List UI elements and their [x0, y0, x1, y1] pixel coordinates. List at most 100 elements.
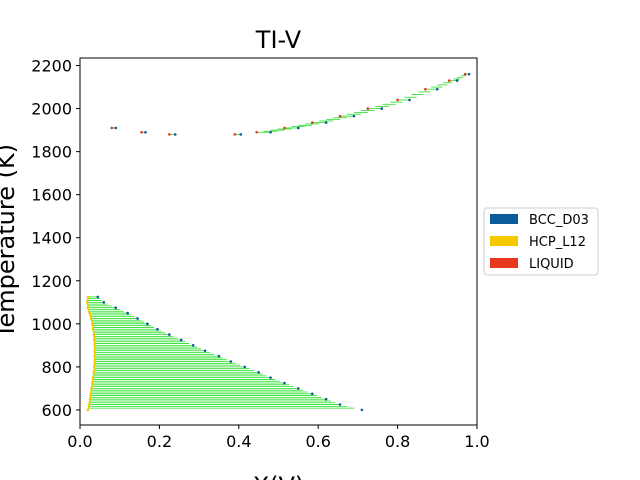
bcc-d03-point	[168, 333, 171, 336]
bcc-d03-point	[144, 130, 147, 134]
liquid-point	[447, 79, 451, 82]
bcc-d03-point	[257, 370, 260, 374]
hcp-l12-point	[93, 344, 96, 347]
tieline-layer	[87, 73, 470, 409]
x-tick-label: 1.0	[464, 432, 489, 451]
bcc-d03-point	[179, 338, 183, 342]
bcc-d03-point	[217, 354, 221, 358]
liquid-point	[110, 126, 114, 130]
hcp-l12-point	[93, 349, 96, 353]
bcc-d03-point	[269, 376, 272, 379]
x-tick-label: 0.0	[67, 432, 92, 451]
liquid-point	[338, 114, 342, 118]
bcc-d03-point	[297, 126, 300, 130]
bcc-d03-point	[408, 98, 411, 102]
bcc-d03-point	[203, 349, 207, 353]
y-axis-ticks: 600 800 1000 1200 1400 1600 1800 2000 2200	[31, 57, 80, 420]
bcc-d03-point	[156, 327, 159, 331]
bcc-d03-point	[352, 114, 356, 118]
bcc-d03-point	[380, 107, 384, 110]
liquid-point	[233, 133, 237, 136]
bcc-d03-point	[467, 72, 471, 76]
hcp-l12-point	[91, 322, 94, 326]
hcp-l12-point	[90, 387, 93, 390]
hcp-l12-point	[85, 301, 89, 304]
liquid-point	[424, 87, 427, 91]
bcc-d03-point	[324, 397, 328, 401]
liquid-point	[283, 126, 286, 130]
hcp-l12-point	[86, 306, 90, 309]
bcc-d03-point	[310, 392, 314, 396]
hcp-l12-point	[88, 311, 91, 315]
liquid-point	[463, 72, 467, 76]
liquid-point	[255, 130, 258, 134]
y-tick-label: 1800	[31, 143, 72, 162]
hcp-l12-point	[86, 408, 90, 412]
hcp-l12-boundary-line	[86, 296, 96, 411]
x-axis-label: X(V)	[253, 472, 305, 480]
bcc-d03-point	[324, 121, 328, 124]
x-axis-ticks: 0.0 0.2 0.4 0.6 0.8 1.0	[67, 425, 490, 451]
hcp-l12-point	[92, 370, 96, 374]
bcc-d03-point	[96, 295, 100, 299]
bcc-d03-point	[360, 408, 364, 412]
bcc-d03-point	[114, 306, 118, 309]
bcc-d03-point	[136, 317, 139, 320]
x-tick-label: 0.2	[147, 432, 172, 451]
legend-label-bcc-d03: BCC_D03	[529, 213, 589, 228]
legend-swatch-hcp-l12	[490, 236, 518, 246]
y-axis-label: Temperature (K)	[0, 144, 20, 339]
legend-label-hcp-l12: HCP_L12	[529, 235, 586, 250]
legend: BCC_D03 HCP_L12 LIQUID	[483, 207, 599, 276]
bcc-d03-point	[114, 126, 118, 130]
bcc-d03-point	[297, 387, 300, 390]
hcp-l12-point	[91, 327, 95, 331]
x-tick-label: 0.4	[226, 432, 251, 451]
hcp-l12-point	[88, 397, 92, 401]
bcc-d03-point	[269, 130, 272, 134]
bcc-d03-point	[146, 322, 149, 326]
data-point-layer	[85, 72, 471, 412]
liquid-point	[168, 133, 171, 136]
hcp-l12-point	[92, 338, 96, 342]
liquid-point	[396, 98, 399, 102]
y-tick-label: 1200	[31, 272, 72, 291]
y-tick-label: 2200	[31, 57, 72, 76]
bcc-d03-point	[173, 133, 177, 136]
hcp-l12-point	[91, 381, 94, 385]
y-tick-label: 1400	[31, 229, 72, 248]
x-tick-label: 0.8	[385, 432, 410, 451]
bcc-d03-point	[436, 87, 439, 91]
chart-title: TI-V	[255, 26, 302, 54]
hcp-l12-point	[93, 354, 96, 358]
y-tick-label: 1000	[31, 315, 72, 334]
bcc-d03-point	[191, 344, 195, 347]
bcc-d03-point	[102, 301, 106, 304]
hcp-l12-point	[89, 317, 93, 320]
hcp-l12-point	[93, 360, 96, 363]
hcp-l12-point	[87, 403, 91, 406]
bcc-d03-point	[239, 133, 243, 136]
hcp-l12-point	[86, 295, 90, 299]
bcc-d03-point	[126, 311, 129, 315]
hcp-l12-point	[91, 376, 95, 379]
liquid-point	[366, 107, 370, 110]
bcc-d03-point	[338, 403, 342, 406]
legend-swatch-liquid	[490, 258, 518, 268]
axes-frame	[79, 57, 478, 426]
bcc-d03-point	[229, 360, 233, 363]
bcc-d03-point	[283, 381, 286, 385]
hcp-l12-point	[92, 365, 96, 369]
bcc-d03-point	[455, 79, 459, 82]
legend-label-liquid: LIQUID	[529, 257, 574, 272]
liquid-point	[310, 121, 314, 124]
legend-swatch-bcc-d03	[490, 214, 518, 224]
x-tick-label: 0.6	[305, 432, 330, 451]
y-tick-label: 1600	[31, 186, 72, 205]
bcc-d03-point	[243, 365, 247, 369]
y-tick-label: 2000	[31, 100, 72, 119]
y-tick-label: 800	[41, 358, 72, 377]
hcp-l12-point	[92, 333, 96, 336]
hcp-l12-point	[89, 392, 93, 396]
